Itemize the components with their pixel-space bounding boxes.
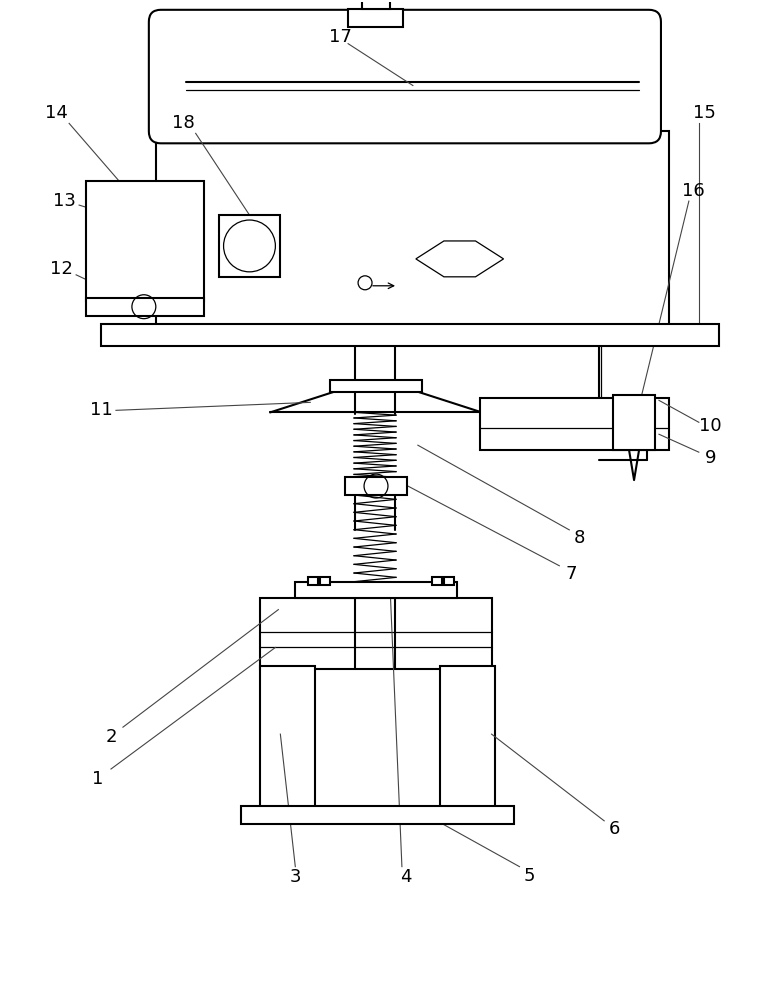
- Text: 15: 15: [693, 104, 716, 122]
- Text: 14: 14: [45, 104, 67, 122]
- Text: 8: 8: [574, 529, 585, 547]
- Text: 9: 9: [705, 449, 717, 467]
- Bar: [440, 666, 494, 811]
- Text: 17: 17: [329, 28, 351, 46]
- Bar: [613, 395, 655, 450]
- Text: 18: 18: [173, 114, 195, 132]
- Text: 5: 5: [524, 867, 535, 885]
- Bar: [219, 215, 280, 277]
- Polygon shape: [270, 392, 481, 412]
- Bar: [260, 598, 491, 669]
- Bar: [295, 582, 456, 598]
- Text: 4: 4: [400, 868, 412, 886]
- Bar: [308, 577, 318, 585]
- Bar: [362, 0, 390, 9]
- Bar: [444, 577, 453, 585]
- Bar: [345, 477, 407, 495]
- Text: 12: 12: [50, 260, 73, 278]
- Bar: [86, 298, 204, 316]
- Text: 1: 1: [92, 770, 104, 788]
- Text: 7: 7: [565, 565, 577, 583]
- FancyBboxPatch shape: [149, 10, 661, 143]
- Bar: [260, 666, 315, 811]
- Bar: [101, 324, 718, 346]
- Bar: [156, 131, 669, 331]
- Bar: [348, 9, 403, 27]
- Bar: [320, 577, 330, 585]
- Text: 6: 6: [609, 820, 620, 838]
- Bar: [431, 577, 442, 585]
- Text: 3: 3: [290, 868, 301, 886]
- Text: 2: 2: [105, 728, 117, 746]
- Bar: [86, 181, 204, 301]
- Bar: [480, 398, 669, 450]
- Text: 13: 13: [53, 192, 76, 210]
- Text: 16: 16: [683, 182, 706, 200]
- Text: 10: 10: [699, 417, 722, 435]
- Bar: [241, 806, 515, 824]
- Bar: [330, 380, 422, 392]
- Text: 11: 11: [89, 401, 112, 419]
